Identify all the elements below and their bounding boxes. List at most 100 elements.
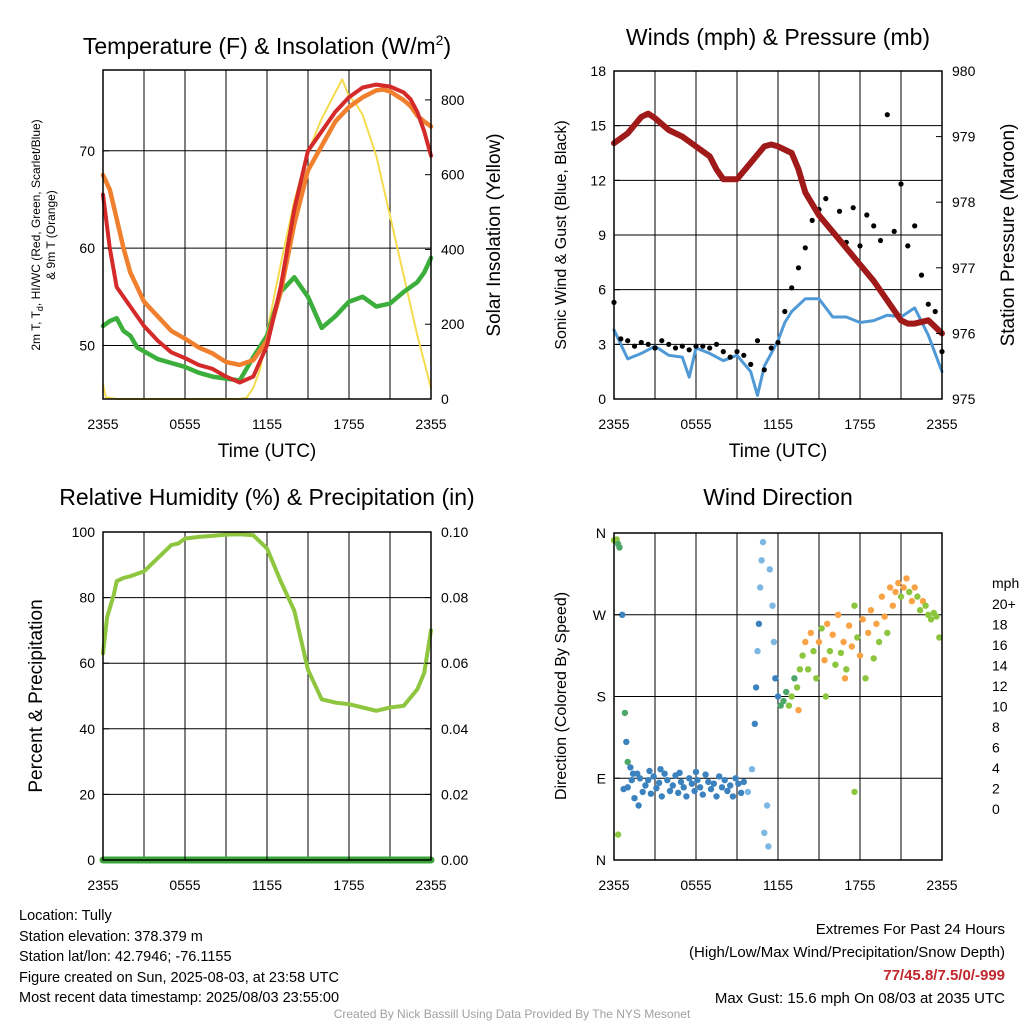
winds-xlabel: Time (UTC) [729, 441, 828, 462]
direction-point [664, 776, 671, 784]
direction-point [696, 784, 704, 791]
temp-2m-line [101, 82, 433, 385]
direction-point [911, 584, 918, 591]
x-tick-label: 2355 [926, 416, 957, 432]
x-tick-label: 2355 [415, 877, 446, 893]
direction-title: Wind Direction [703, 484, 853, 510]
gust-point [877, 237, 884, 244]
direction-point [815, 638, 823, 646]
x-tick-label: 1755 [844, 416, 875, 432]
humidity-grid [103, 532, 431, 860]
direction-point [661, 770, 668, 777]
direction-point [889, 602, 896, 609]
direction-point [758, 557, 765, 564]
direction-point [688, 780, 696, 787]
gust-point [912, 223, 918, 229]
y-tick-label: N [596, 852, 606, 868]
direction-point [903, 575, 910, 582]
x-tick-label: 2355 [87, 416, 118, 432]
direction-point [634, 770, 641, 777]
y-tick-label: 0 [598, 391, 606, 407]
speed-legend-label: 14 [992, 658, 1008, 674]
gust-point [748, 361, 754, 367]
gust-point [925, 301, 931, 307]
direction-point [683, 793, 690, 800]
gust-point [898, 181, 904, 187]
direction-point [763, 802, 771, 809]
direction-point [780, 697, 787, 705]
direction-point [848, 643, 855, 650]
direction-point [810, 647, 817, 655]
y-tick-label: 50 [79, 337, 95, 353]
direction-point [936, 634, 943, 641]
direction-point [680, 784, 687, 791]
direction-point [624, 784, 631, 791]
speed-legend-label: 0 [992, 801, 1000, 817]
gust-point [741, 352, 747, 358]
y-tick-label: E [597, 770, 606, 786]
gust-point [645, 341, 651, 347]
gust-point [836, 208, 843, 214]
direction-point [748, 766, 756, 773]
x-tick-label: 2355 [415, 416, 446, 432]
gust-point [727, 354, 733, 360]
direction-point [702, 771, 709, 778]
direction-point [623, 738, 630, 746]
direction-point [647, 790, 655, 797]
speed-legend-label: 6 [992, 739, 1000, 755]
direction-point [916, 607, 924, 614]
gust-point [754, 338, 761, 344]
direction-point [755, 620, 763, 627]
y2-tick-label: 0.02 [441, 786, 468, 802]
direction-point [824, 620, 831, 627]
direction-point [837, 649, 845, 657]
gust-point [809, 217, 815, 223]
direction-point [635, 802, 642, 809]
temperature-title: Temperature (F) & Insolation (W/m2) [83, 32, 451, 59]
gust-point [884, 112, 890, 118]
gust-point [638, 339, 644, 346]
direction-point [884, 629, 891, 637]
speed-legend-label: 10 [992, 699, 1008, 715]
direction-point [666, 787, 674, 795]
x-tick-label: 1155 [252, 416, 282, 432]
gust-point [918, 272, 925, 278]
direction-point [658, 793, 665, 800]
y2-tick-label: 0.04 [441, 721, 468, 737]
direction-point [769, 602, 776, 609]
direction-point [788, 693, 795, 700]
direction-point [804, 666, 812, 673]
direction-ticks: 2355 0555 1155 1755 2355 N E S W N [593, 525, 958, 893]
gust-point [734, 349, 740, 355]
y2-tick-label: 976 [952, 325, 976, 341]
figure-canvas: Temperature (F) & Insolation (W/m2) 2355… [26, 24, 1019, 893]
direction-point [914, 593, 921, 600]
direction-point [628, 776, 635, 784]
x-tick-label: 0555 [169, 416, 200, 432]
gust-point [618, 336, 624, 342]
x-tick-label: 0555 [680, 416, 711, 432]
direction-point [751, 720, 758, 727]
created-text: Figure created on Sun, 2025-08-03, at 23… [19, 969, 339, 986]
speed-legend-label: 4 [992, 760, 1000, 776]
y-tick-label: N [596, 525, 606, 541]
winds-grid [614, 71, 942, 399]
direction-point [721, 776, 728, 784]
direction-point [840, 638, 847, 646]
direction-point [727, 782, 734, 789]
direction-point [881, 613, 888, 620]
y2-tick-label: 400 [441, 241, 465, 257]
direction-point [807, 629, 814, 637]
direction-point [908, 597, 916, 605]
speed-legend: mph 20+ 18 16 14 12 10 8 6 4 2 0 [992, 575, 1019, 817]
y2-tick-label: 0.00 [441, 852, 468, 868]
direction-point [875, 638, 883, 646]
direction-point [793, 684, 801, 691]
direction-point [646, 767, 653, 775]
direction-point [865, 629, 872, 637]
direction-point [705, 778, 712, 786]
y2-tick-label: 0.10 [441, 524, 468, 540]
y-tick-label: 60 [79, 240, 95, 256]
direction-point [900, 584, 907, 591]
direction-point [713, 793, 720, 800]
